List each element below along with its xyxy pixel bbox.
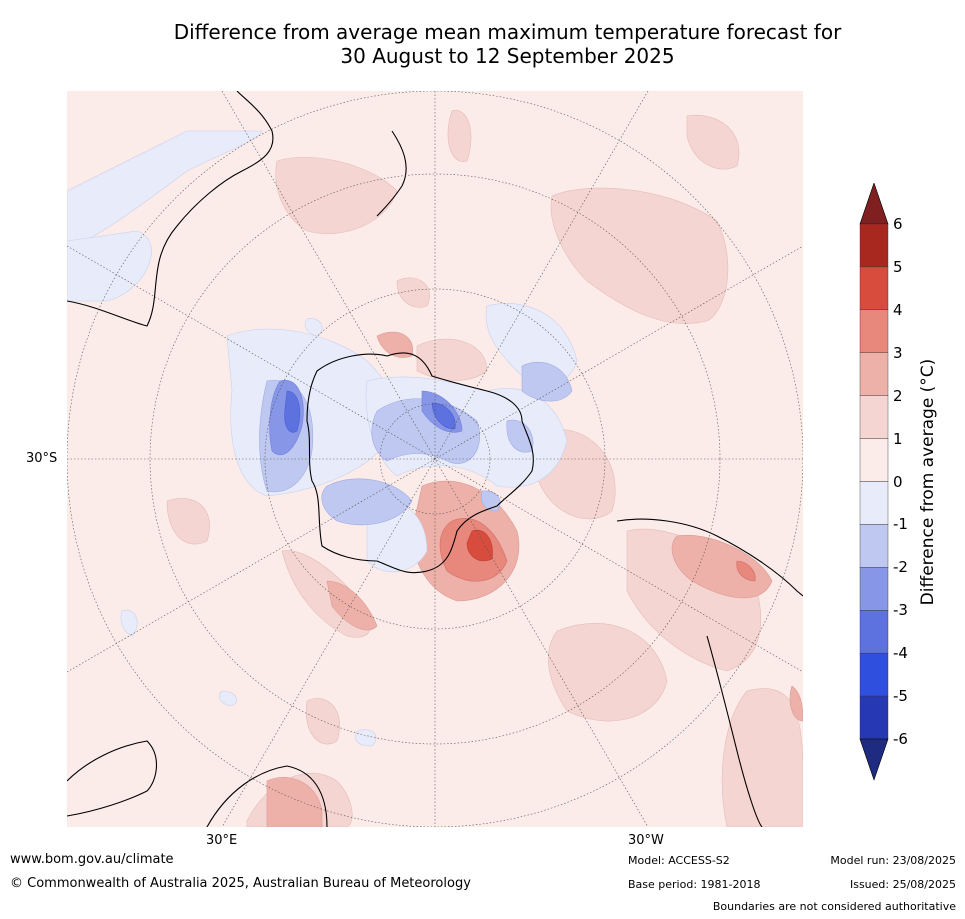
colorbar-tick-label: -2: [893, 558, 908, 577]
title-line-2: 30 August to 12 September 2025: [340, 44, 675, 68]
map-title: Difference from average mean maximum tem…: [60, 20, 955, 68]
colorbar-bin-m4_m3: [859, 610, 889, 654]
south-america-coast-2: [706, 635, 763, 827]
colorbar-tick-label: 0: [893, 472, 903, 491]
colorbar-bin-0_1: [859, 438, 889, 482]
lon-label-30w: 30°W: [628, 833, 664, 848]
lon-label-30e: 30°E: [206, 833, 238, 848]
colorbar-bin-5_6: [859, 223, 889, 268]
australia-coast: [67, 91, 274, 327]
colorbar-bin-m6_m5: [859, 695, 889, 740]
colorbar-bin-1_2: [859, 395, 889, 439]
colorbar-extend-high: [859, 182, 889, 225]
colorbar-bins: [859, 223, 889, 740]
anomaly-minus4-to-minus3: [284, 390, 456, 433]
lat-label-30s: 30°S: [26, 451, 58, 466]
southern-africa-coast: [206, 765, 328, 827]
colorbar-tick-label: 3: [893, 343, 903, 362]
colorbar-tick-label: 1: [893, 429, 903, 448]
colorbar-bin-3_4: [859, 309, 889, 353]
footer-model-run: Model run: 23/08/2025: [830, 854, 956, 867]
colorbar-title: Difference from average (°C): [918, 358, 938, 606]
colorbar-tick-label: -3: [893, 601, 908, 620]
africa-coast: [67, 740, 157, 817]
colorbar-tick-label: 2: [893, 386, 903, 405]
anomaly-4-to-5: [466, 529, 493, 562]
colorbar-bin-m3_m2: [859, 567, 889, 611]
coastlines: [67, 91, 803, 827]
footer-model: Model: ACCESS-S2: [628, 854, 730, 867]
colorbar-bin-m5_m4: [859, 652, 889, 697]
colorbar-tick-label: 6: [893, 215, 903, 233]
colorbar: [855, 182, 965, 783]
colorbar-bin-4_5: [859, 266, 889, 311]
colorbar-tick-label: -5: [893, 687, 908, 706]
graticule: [67, 91, 803, 827]
south-america-coast: [616, 518, 803, 597]
footer-copyright: © Commonwealth of Australia 2025, Austra…: [10, 876, 471, 891]
footer-issued: Issued: 25/08/2025: [849, 878, 956, 891]
footer-boundary-note: Boundaries are not considered authoritat…: [712, 900, 956, 913]
antarctica-outline: [306, 352, 534, 574]
colorbar-bin-m1_0: [859, 481, 889, 525]
colorbar-tick-label: -4: [893, 644, 908, 663]
footer-url[interactable]: www.bom.gov.au/climate: [10, 852, 174, 867]
colorbar-bin-2_3: [859, 352, 889, 396]
colorbar-tick-label: 5: [893, 257, 903, 276]
new-zealand-coast: [376, 130, 407, 217]
polar-map: [67, 91, 803, 827]
title-line-1: Difference from average mean maximum tem…: [173, 20, 842, 44]
colorbar-tick-label: 4: [893, 300, 903, 319]
colorbar-bin-m2_m1: [859, 524, 889, 568]
colorbar-tick-label: -1: [893, 515, 908, 534]
footer-base-period: Base period: 1981-2018: [628, 878, 761, 891]
colorbar-tick-label: -6: [893, 730, 908, 748]
colorbar-extend-low: [859, 738, 889, 781]
